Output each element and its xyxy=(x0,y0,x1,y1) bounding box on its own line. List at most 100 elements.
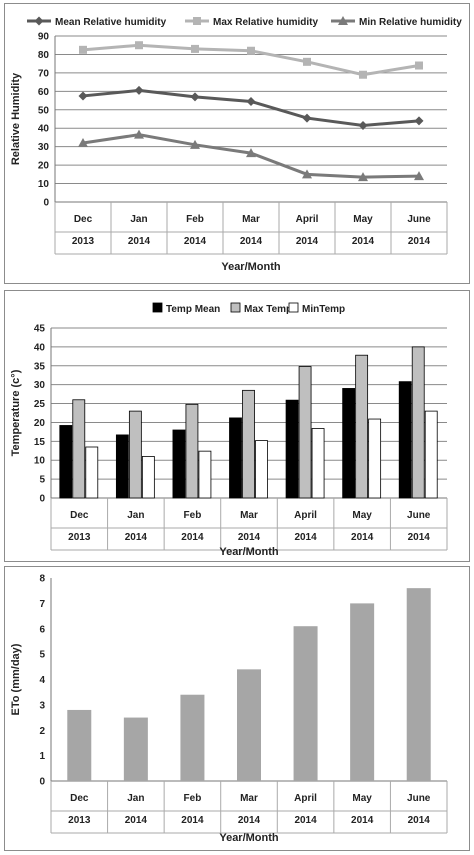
temperature-chart-panel: 0 5 10 15 20 25 30 35 40 45 Dec 2013 Jan 2014 Feb 2014 M… xyxy=(4,290,470,562)
x-tick-year-label: 2013 xyxy=(68,532,91,543)
bar xyxy=(398,381,412,499)
x-tick-year-label: 2014 xyxy=(351,815,374,826)
data-point xyxy=(78,137,88,147)
x-tick-year-label: 2014 xyxy=(128,236,151,247)
y-tick-label: 25 xyxy=(34,399,46,410)
x-tick-label: June xyxy=(407,214,431,225)
data-point xyxy=(190,139,200,149)
data-point xyxy=(414,171,424,181)
y-tick-label: 20 xyxy=(34,418,46,429)
x-tick-label: May xyxy=(352,510,372,521)
bar xyxy=(411,346,425,499)
data-point xyxy=(246,96,256,106)
bar xyxy=(311,428,325,499)
x-axis-label: Year/Month xyxy=(219,546,279,558)
bar xyxy=(424,410,438,499)
y-tick-label: 60 xyxy=(38,87,50,98)
x-tick-year-label: 2014 xyxy=(352,236,375,247)
legend-marker xyxy=(193,17,201,25)
y-tick-label: 3 xyxy=(39,700,45,711)
bar xyxy=(198,450,212,499)
x-tick-label: Mar xyxy=(240,793,258,804)
bar xyxy=(242,389,255,499)
x-tick-year-label: 2014 xyxy=(181,815,204,826)
x-tick-label: April xyxy=(294,793,317,804)
eto-chart-panel: 0 1 2 3 4 5 6 7 8 Dec 2013 Jan 2014 Feb 2014 Mar 2014 Apr… xyxy=(4,566,470,851)
data-point xyxy=(134,129,144,139)
y-tick-label: 0 xyxy=(39,494,45,505)
y-tick-label: 5 xyxy=(39,475,45,486)
y-tick-label: 10 xyxy=(34,456,46,467)
x-tick-year-label: 2014 xyxy=(408,236,431,247)
x-tick-label: May xyxy=(353,214,373,225)
y-tick-label: 35 xyxy=(34,361,46,372)
x-tick-year-label: 2013 xyxy=(68,815,91,826)
y-tick-label: 30 xyxy=(38,142,50,153)
legend-marker xyxy=(34,16,44,26)
x-tick-year-label: 2014 xyxy=(238,532,261,543)
x-tick-label: Jan xyxy=(127,793,144,804)
y-tick-label: 15 xyxy=(34,437,46,448)
bar xyxy=(237,669,261,781)
y-tick-label: 2 xyxy=(39,726,45,737)
bar xyxy=(298,366,312,499)
bar xyxy=(350,603,375,781)
y-tick-label: 10 xyxy=(38,179,50,190)
x-tick-year-label: 2014 xyxy=(351,532,374,543)
bar xyxy=(123,717,148,781)
y-tick-label: 0 xyxy=(43,198,49,209)
bar xyxy=(229,417,242,499)
x-tick-label: June xyxy=(407,793,431,804)
data-point xyxy=(358,120,368,130)
legend-label: Temp Mean xyxy=(166,304,220,315)
x-tick-year-label: 2014 xyxy=(294,815,317,826)
legend-swatch xyxy=(288,302,299,313)
series-line xyxy=(82,88,420,127)
x-tick-label: May xyxy=(352,793,372,804)
x-tick-year-label: 2013 xyxy=(72,236,95,247)
legend-label: MinTemp xyxy=(302,304,345,315)
data-point xyxy=(135,41,143,50)
legend-marker xyxy=(338,16,348,25)
x-tick-label: Jan xyxy=(127,510,144,521)
x-tick-year-label: 2014 xyxy=(125,815,148,826)
y-tick-label: 30 xyxy=(34,380,46,391)
bar xyxy=(293,626,318,781)
x-tick-year-label: 2014 xyxy=(296,236,319,247)
y-axis-label: Temperature (c°) xyxy=(10,369,22,456)
bar xyxy=(355,354,369,499)
bar xyxy=(141,456,155,499)
y-tick-label: 5 xyxy=(39,650,45,661)
y-tick-label: 8 xyxy=(39,574,45,585)
y-tick-label: 90 xyxy=(38,32,50,43)
x-tick-label: Mar xyxy=(242,214,260,225)
bar xyxy=(67,709,92,781)
x-tick-label: Dec xyxy=(74,214,93,225)
legend-label: Max Relative humidity xyxy=(213,17,318,28)
temperature-bar-chart: 0 5 10 15 20 25 30 35 40 45 Dec 2013 Jan 2014 Feb 2014 M… xyxy=(10,302,448,558)
x-tick-year-label: 2014 xyxy=(240,236,263,247)
x-tick-year-label: 2014 xyxy=(238,815,261,826)
y-tick-label: 0 xyxy=(39,777,45,788)
data-point xyxy=(246,148,256,158)
legend-label: Max Temp xyxy=(244,304,292,315)
x-axis-label: Year/Month xyxy=(221,261,281,273)
y-axis-label: ETo (mm/day) xyxy=(10,643,22,715)
bar xyxy=(115,434,129,499)
y-tick-label: 70 xyxy=(38,68,50,79)
data-point xyxy=(134,85,144,95)
bar xyxy=(285,399,299,499)
humidity-chart-panel: 0 10 20 30 40 50 60 70 80 90 Dec 2013 Jan 2014 Feb 2014… xyxy=(4,3,470,284)
x-tick-year-label: 2014 xyxy=(408,815,431,826)
data-point xyxy=(359,70,367,79)
x-tick-label: Feb xyxy=(184,793,202,804)
y-tick-label: 1 xyxy=(39,751,45,762)
legend-swatch xyxy=(230,302,241,313)
y-tick-label: 4 xyxy=(39,675,45,686)
eto-bar-chart: 0 1 2 3 4 5 6 7 8 Dec 2013 Jan 2014 Feb 2014 Mar 2014 Apr… xyxy=(10,574,448,844)
legend-swatch xyxy=(152,302,163,313)
x-tick-year-label: 2014 xyxy=(408,532,431,543)
x-tick-label: April xyxy=(296,214,319,225)
bar xyxy=(59,425,73,499)
data-point xyxy=(79,45,87,54)
